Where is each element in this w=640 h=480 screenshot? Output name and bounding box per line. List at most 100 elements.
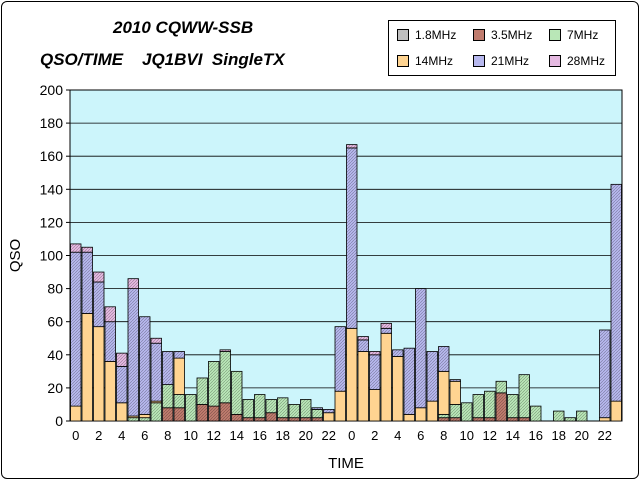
legend-label-3-5mhz: 3.5MHz xyxy=(491,28,533,42)
bar-segment-21mhz xyxy=(403,347,415,415)
bar-segment-7mhz xyxy=(150,402,162,422)
bar-segment-7mhz xyxy=(265,399,277,414)
y-tick-label: 60 xyxy=(47,314,63,330)
bar-segment-3-5mhz xyxy=(242,417,254,422)
bar-segment-3-5mhz xyxy=(277,417,289,422)
bar-segment-28mhz xyxy=(81,246,93,253)
x-tick-label: 16 xyxy=(529,428,543,443)
bar-segment-14mhz xyxy=(346,327,358,422)
legend-swatch-21mhz xyxy=(473,55,485,67)
legend-label-28mhz: 28MHz xyxy=(567,54,606,68)
y-tick-label: 140 xyxy=(40,181,64,197)
bar-segment-3-5mhz xyxy=(484,417,496,422)
bar-segment-14mhz xyxy=(70,405,82,422)
y-axis-label: QSO xyxy=(7,239,24,272)
bar-segment-7mhz xyxy=(564,417,576,422)
bar-segment-14mhz xyxy=(449,380,461,405)
bar-segment-14mhz xyxy=(323,412,335,422)
x-tick-label: 2 xyxy=(95,428,102,443)
bar-segment-7mhz xyxy=(288,404,300,419)
bar-segment-3-5mhz xyxy=(196,404,208,422)
bar-segment-14mhz xyxy=(173,357,185,395)
bar-segment-7mhz xyxy=(127,417,139,422)
legend-swatch-7mhz xyxy=(549,29,561,41)
bar-segment-21mhz xyxy=(334,326,346,392)
bar-segment-28mhz xyxy=(219,349,231,352)
grid-lines xyxy=(70,122,622,389)
bars xyxy=(70,144,622,422)
bar-segment-21mhz xyxy=(323,409,335,414)
bar-segment-3-5mhz xyxy=(254,417,266,422)
bar-segment-21mhz xyxy=(426,351,438,402)
bar-segment-3-5mhz xyxy=(208,405,220,422)
bar-segment-3-5mhz xyxy=(300,417,312,422)
y-tick-label: 120 xyxy=(40,214,64,230)
bar-segment-14mhz xyxy=(93,326,105,422)
bar-segment-14mhz xyxy=(357,351,369,422)
bar-segment-7mhz xyxy=(472,394,484,419)
bar-segment-14mhz xyxy=(380,332,392,422)
x-tick-label: 12 xyxy=(207,428,221,443)
bar-segment-21mhz xyxy=(346,147,358,329)
bar-segment-7mhz xyxy=(208,361,220,407)
x-tick-label: 18 xyxy=(552,428,566,443)
bar-segment-21mhz xyxy=(449,379,461,382)
bar-segment-3-5mhz xyxy=(162,407,174,422)
y-tick-label: 100 xyxy=(40,248,64,264)
bar-segment-21mhz xyxy=(392,349,404,357)
bar-segment-7mhz xyxy=(461,402,473,422)
bar-segment-21mhz xyxy=(150,342,162,402)
bar-segment-21mhz xyxy=(357,339,369,352)
bar-segment-7mhz xyxy=(300,399,312,419)
bar-segment-14mhz xyxy=(116,402,128,422)
bar-segment-3-5mhz xyxy=(288,417,300,422)
y-tick-label: 40 xyxy=(47,347,63,363)
legend-swatch-3-5mhz xyxy=(473,29,485,41)
chart-title: 2010 CQWW-SSB xyxy=(113,18,254,37)
bar-segment-7mhz xyxy=(185,394,197,422)
bar-segment-7mhz xyxy=(162,384,174,409)
bar-segment-21mhz xyxy=(104,321,116,362)
legend-label-14mhz: 14MHz xyxy=(415,54,454,68)
bar-segment-21mhz xyxy=(415,288,427,409)
bar-segment-3-5mhz xyxy=(449,417,461,422)
x-tick-label: 8 xyxy=(440,428,447,443)
bar-segment-14mhz xyxy=(104,361,116,422)
bar-segment-7mhz xyxy=(311,409,323,419)
bar-segment-3-5mhz xyxy=(495,392,507,422)
legend-item-21mhz: 21MHz xyxy=(473,54,529,68)
bar-segment-7mhz xyxy=(576,410,588,422)
bar-segment-14mhz xyxy=(334,390,346,422)
bar-segment-21mhz xyxy=(81,251,93,314)
bar-segment-7mhz xyxy=(254,394,266,419)
x-tick-label: 16 xyxy=(253,428,267,443)
bar-segment-14mhz xyxy=(81,313,93,422)
bar-segment-7mhz xyxy=(530,405,542,422)
x-tick-label: 22 xyxy=(598,428,612,443)
legend-label-1-8mhz: 1.8MHz xyxy=(415,28,457,42)
x-tick-label: 0 xyxy=(348,428,355,443)
bar-segment-28mhz xyxy=(70,243,82,253)
x-axis-label: TIME xyxy=(328,455,364,472)
bar-segment-3-5mhz xyxy=(472,417,484,422)
legend-item-3-5mhz: 3.5MHz xyxy=(473,28,532,42)
bar-segment-7mhz xyxy=(231,370,243,415)
x-tick-label: 4 xyxy=(118,428,125,443)
bar-segment-14mhz xyxy=(599,417,611,422)
bar-segment-28mhz xyxy=(104,306,116,323)
x-tick-label: 10 xyxy=(460,428,474,443)
bar-segment-7mhz xyxy=(242,399,254,419)
bar-segment-7mhz xyxy=(277,397,289,419)
bar-segment-28mhz xyxy=(93,271,105,283)
bar-segment-14mhz xyxy=(403,413,415,422)
bar-segment-28mhz xyxy=(116,352,128,367)
legend-item-14mhz: 14MHz xyxy=(397,54,453,68)
bar-segment-21mhz xyxy=(127,288,139,417)
bar-segment-28mhz xyxy=(369,351,381,356)
bar-segment-3-5mhz xyxy=(311,417,323,422)
bar-segment-21mhz xyxy=(610,183,622,402)
x-tick-label: 4 xyxy=(394,428,401,443)
bar-segment-3-5mhz xyxy=(231,413,243,422)
bar-segment-14mhz xyxy=(426,400,438,422)
